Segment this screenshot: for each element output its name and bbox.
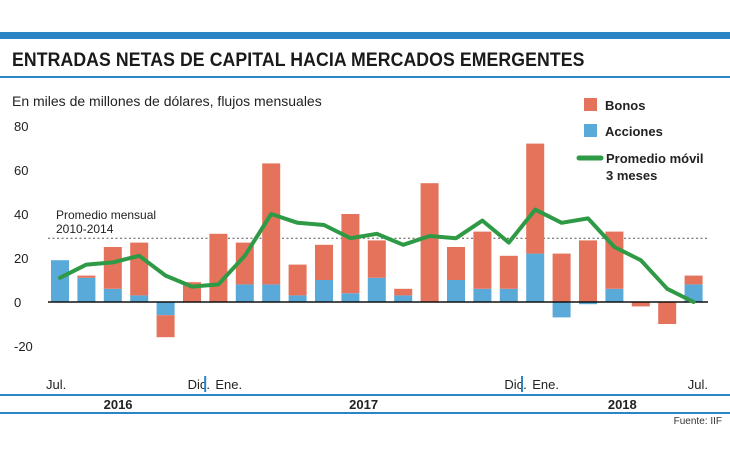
bar-bonos xyxy=(315,244,333,280)
source-note: Fuente: IIF xyxy=(673,416,722,427)
reference-label: 2010-2014 xyxy=(56,222,114,236)
y-tick-label: 80 xyxy=(14,119,28,134)
bar-bonos xyxy=(420,183,439,302)
legend-swatch-acciones xyxy=(584,124,597,137)
year-label: 2018 xyxy=(608,397,637,412)
x-tick-label: Dic. xyxy=(504,377,526,392)
bar-bonos xyxy=(156,315,175,338)
bar-acciones xyxy=(499,288,518,302)
bar-acciones xyxy=(288,295,307,302)
legend-swatch-bonos xyxy=(584,98,597,111)
x-tick-label: Ene. xyxy=(532,377,559,392)
legend-label-moving-average: Promedio móvil xyxy=(606,151,704,166)
bar-bonos xyxy=(579,240,597,302)
chart-subtitle: En miles de millones de dólares, flujos … xyxy=(12,93,322,109)
bar-acciones xyxy=(579,302,597,305)
year-label: 2016 xyxy=(104,397,133,412)
bar-bonos xyxy=(631,302,650,307)
bar-acciones xyxy=(51,260,69,302)
top-accent-band xyxy=(0,32,730,39)
bar-bonos xyxy=(288,264,307,296)
bar-acciones xyxy=(235,284,254,302)
year-label: 2017 xyxy=(349,397,378,412)
bar-acciones xyxy=(605,288,624,302)
bar-bonos xyxy=(130,242,149,296)
bar-acciones xyxy=(552,302,571,318)
bar-acciones xyxy=(341,293,360,302)
bar-bonos xyxy=(262,163,281,285)
bar-acciones xyxy=(394,295,413,302)
bar-acciones xyxy=(130,295,149,302)
y-tick-label: 40 xyxy=(14,207,28,222)
bar-bonos xyxy=(77,275,96,278)
bar-acciones xyxy=(77,277,96,302)
legend-label-bonos: Bonos xyxy=(605,98,645,113)
bar-bonos xyxy=(103,247,122,289)
bar-bonos xyxy=(394,288,413,296)
y-tick-label: 20 xyxy=(14,251,28,266)
bar-acciones xyxy=(315,280,333,302)
x-tick-label: Dic. xyxy=(188,377,210,392)
bar-bonos xyxy=(341,214,360,294)
bar-bonos xyxy=(552,253,571,302)
x-tick-label: Ene. xyxy=(215,377,242,392)
bar-acciones xyxy=(156,302,175,316)
title-divider xyxy=(0,76,730,78)
bar-bonos xyxy=(235,242,254,285)
bar-bonos xyxy=(658,302,677,324)
bar-bonos xyxy=(473,231,492,289)
x-tick-label: Jul. xyxy=(46,377,66,392)
legend-label-acciones: Acciones xyxy=(605,124,663,139)
bar-bonos xyxy=(684,275,703,285)
bar-bonos xyxy=(209,233,228,302)
bar-acciones xyxy=(262,284,281,302)
y-tick-label: -20 xyxy=(14,339,33,354)
bar-acciones xyxy=(447,280,465,302)
x-tick-label: Jul. xyxy=(688,377,708,392)
bar-acciones xyxy=(367,277,386,302)
bar-bonos xyxy=(526,143,545,254)
bar-acciones xyxy=(526,253,545,302)
y-tick-label: 0 xyxy=(14,295,21,310)
moving-average-line xyxy=(58,207,696,304)
bar-acciones xyxy=(473,288,492,302)
legend-label-moving-average: 3 meses xyxy=(606,168,657,183)
bar-bonos xyxy=(605,231,624,289)
chart-title: ENTRADAS NETAS DE CAPITAL HACIA MERCADOS… xyxy=(12,50,585,71)
reference-label: Promedio mensual xyxy=(56,208,156,222)
bar-bonos xyxy=(499,255,518,289)
bar-acciones xyxy=(103,288,122,302)
bar-bonos xyxy=(367,240,386,278)
bar-bonos xyxy=(447,247,465,280)
y-tick-label: 60 xyxy=(14,163,28,178)
